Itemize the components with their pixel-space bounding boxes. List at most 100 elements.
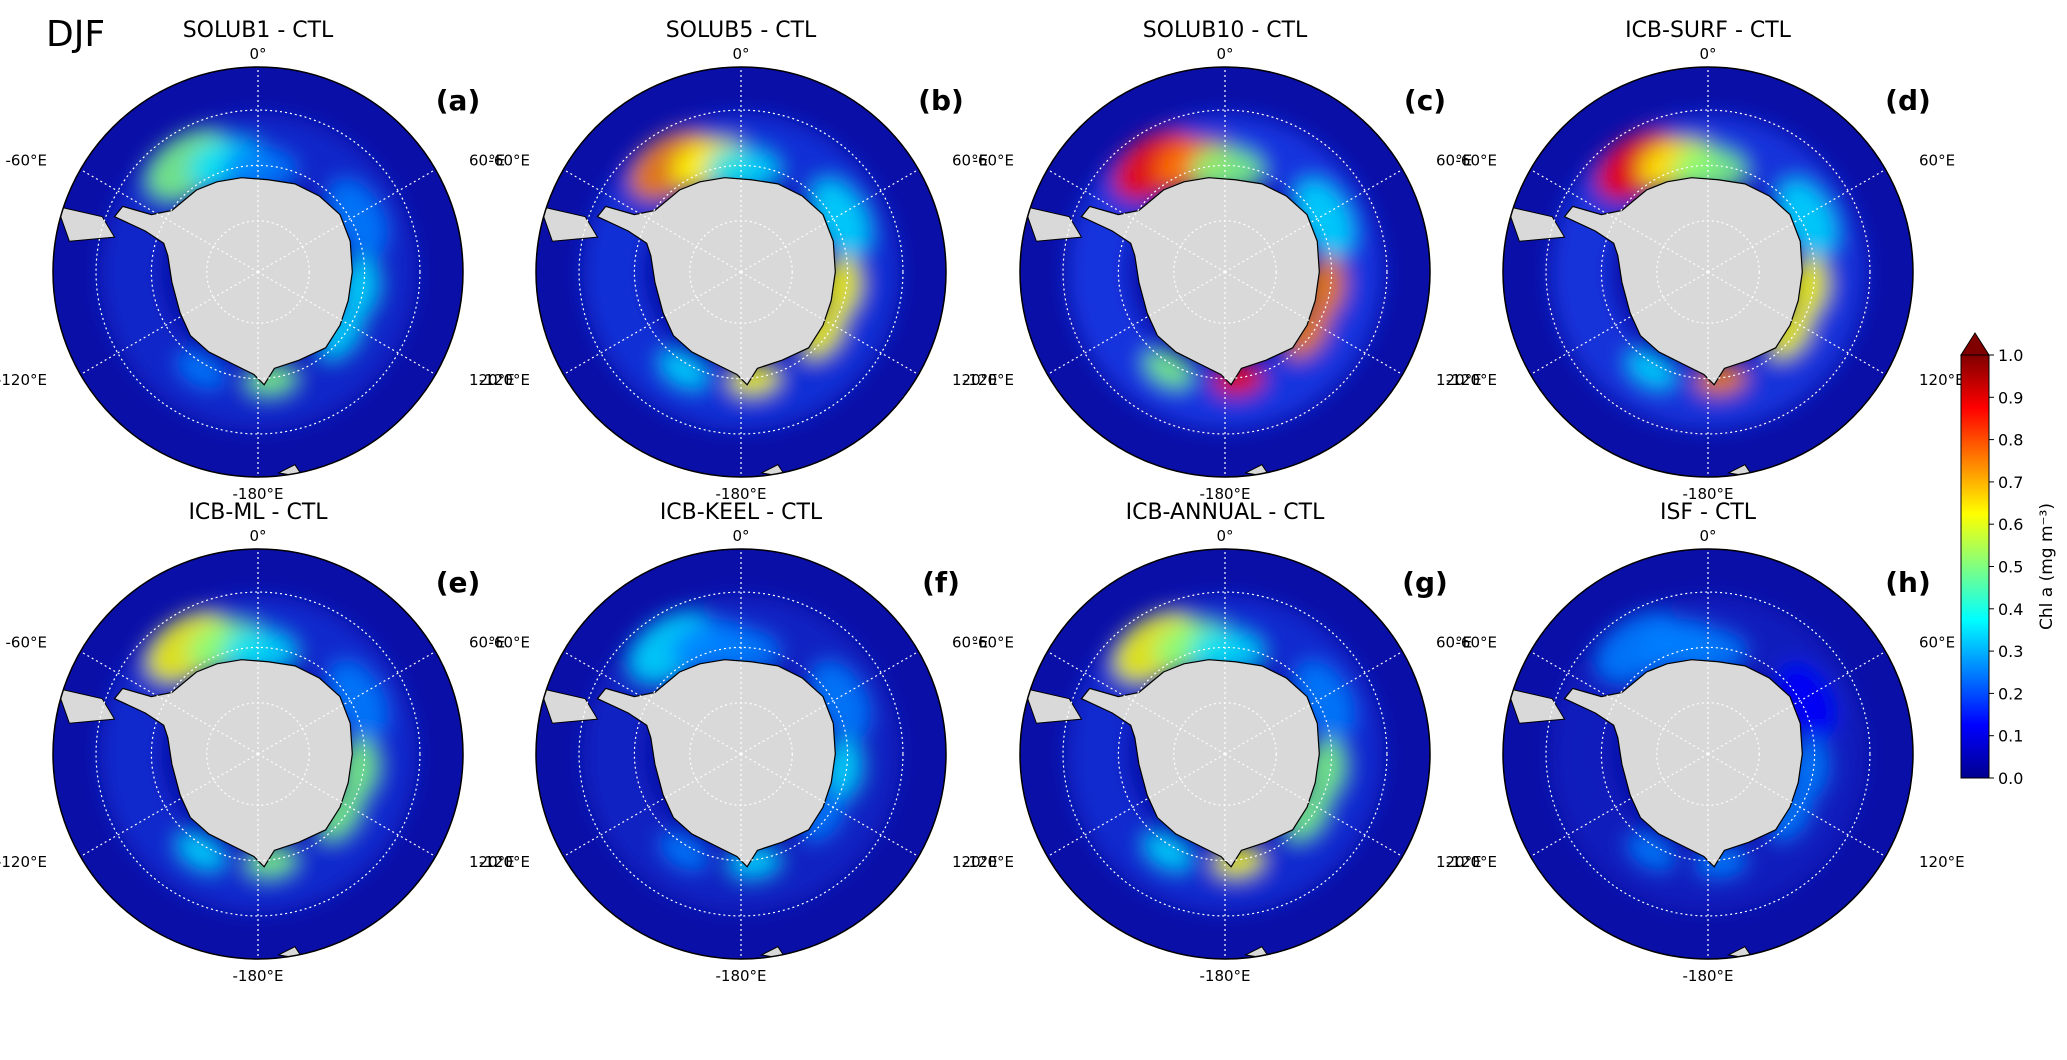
graticule xyxy=(1530,549,1886,959)
longitude-label: -120°E xyxy=(1446,853,1497,871)
panel-title: SOLUB5 - CTL xyxy=(666,18,817,43)
panel-label: (h) xyxy=(1885,566,1931,599)
map-boundary xyxy=(1502,66,1914,478)
longitude-label: 60°E xyxy=(952,151,988,169)
longitude-label: -120°E xyxy=(963,853,1014,871)
panel-label: (a) xyxy=(436,84,481,117)
season-label: DJF xyxy=(46,14,106,55)
longitude-label: 0° xyxy=(1699,45,1716,63)
south-america-land xyxy=(539,205,599,242)
colorbar-tick-label: 0.5 xyxy=(1998,558,2023,577)
longitude-label: -120°E xyxy=(479,853,530,871)
colorbar-tick-label: 0.9 xyxy=(1998,388,2023,407)
map-boundary xyxy=(52,66,464,478)
colorbar-tick-label: 0.0 xyxy=(1998,769,2023,788)
map-panel: ICB-KEEL - CTL (f) 0° -60°E 60°E -120°E 120°E -… xyxy=(479,500,998,985)
longitude-label: -180°E xyxy=(715,967,766,985)
map-panel: ICB-ML - CTL (e) 0° -60°E 60°E -120°E 120°E -18… xyxy=(0,500,515,985)
colorbar-tick-label: 1.0 xyxy=(1998,346,2023,365)
graticule xyxy=(1047,549,1403,959)
antarctica-landmass xyxy=(1080,659,1320,868)
south-america-land xyxy=(1023,205,1083,242)
map-panel: ICB-ANNUAL - CTL (g) 0° -60°E 60°E -120°E 120°… xyxy=(963,500,1482,985)
panel-label: (f) xyxy=(922,566,960,599)
longitude-label: -60°E xyxy=(973,633,1014,651)
longitude-label: -120°E xyxy=(0,371,47,389)
longitude-label: 60°E xyxy=(1436,633,1472,651)
antarctica-landmass xyxy=(596,177,836,386)
map-panel: ICB-SURF - CTL (d) 0° -60°E 60°E -120°E 120°E -… xyxy=(1446,18,1965,503)
map-boundary xyxy=(1502,548,1914,960)
panel-title: SOLUB1 - CTL xyxy=(183,18,334,43)
longitude-label: -180°E xyxy=(1199,485,1250,503)
map-panel: SOLUB1 - CTL (a) 0° -60°E 60°E -120°E 120°E -18… xyxy=(0,18,515,503)
panel-label: (g) xyxy=(1402,566,1448,599)
graticule xyxy=(80,549,436,959)
longitude-label: 0° xyxy=(249,45,266,63)
map-panel: ISF - CTL (h) 0° -60°E 60°E -120°E 120°E -180°E xyxy=(1446,500,1965,985)
longitude-label: 0° xyxy=(1216,45,1233,63)
panel-title: ICB-SURF - CTL xyxy=(1625,18,1792,43)
south-america-land xyxy=(1506,687,1566,724)
chlorophyll-field xyxy=(100,114,416,430)
map-panel: SOLUB5 - CTL (b) 0° -60°E 60°E -120°E 120°E -18… xyxy=(479,18,998,503)
longitude-label: -180°E xyxy=(232,967,283,985)
longitude-label: -180°E xyxy=(1682,485,1733,503)
colorbar-ramp xyxy=(1960,354,1990,779)
longitude-label: 120°E xyxy=(469,371,515,389)
longitude-label: -60°E xyxy=(6,151,47,169)
panel-title: ICB-ANNUAL - CTL xyxy=(1126,500,1325,525)
longitude-label: -120°E xyxy=(0,853,47,871)
antarctica-landmass xyxy=(596,659,836,868)
longitude-label: 120°E xyxy=(1436,371,1482,389)
colorbar-label: Chl a (mg m⁻³) xyxy=(2037,503,2057,630)
longitude-label: 0° xyxy=(732,45,749,63)
longitude-label: 120°E xyxy=(952,853,998,871)
colorbar: 1.0 0.9 0.8 0.7 0.6 0.5 0.4 0.3 0.2 0.1 0.0 Chl a (… xyxy=(1960,332,2057,788)
longitude-label: -180°E xyxy=(1682,967,1733,985)
panel-label: (c) xyxy=(1404,84,1446,117)
longitude-label: -60°E xyxy=(6,633,47,651)
antarctica-landmass xyxy=(1080,177,1320,386)
longitude-label: 120°E xyxy=(1436,853,1482,871)
longitude-label: 120°E xyxy=(952,371,998,389)
map-boundary xyxy=(1019,66,1431,478)
chlorophyll-field xyxy=(1067,114,1383,430)
longitude-label: -180°E xyxy=(232,485,283,503)
longitude-label: -60°E xyxy=(489,151,530,169)
longitude-label: 60°E xyxy=(1919,151,1955,169)
longitude-label: -180°E xyxy=(715,485,766,503)
graticule xyxy=(563,549,919,959)
longitude-label: 0° xyxy=(1699,527,1716,545)
colorbar-tick-label: 0.3 xyxy=(1998,642,2023,661)
longitude-label: -60°E xyxy=(1456,151,1497,169)
longitude-label: -180°E xyxy=(1199,967,1250,985)
map-boundary xyxy=(52,548,464,960)
longitude-label: 0° xyxy=(249,527,266,545)
colorbar-tick-label: 0.4 xyxy=(1998,600,2023,619)
colorbar-tick-label: 0.7 xyxy=(1998,473,2023,492)
chlorophyll-field xyxy=(1067,596,1383,912)
panel-label: (b) xyxy=(918,84,964,117)
longitude-label: 60°E xyxy=(952,633,988,651)
colorbar-extend-arrow xyxy=(1960,332,1990,356)
antarctica-landmass xyxy=(1563,659,1803,868)
longitude-label: -60°E xyxy=(973,151,1014,169)
panel-title: ICB-KEEL - CTL xyxy=(660,500,823,525)
graticule xyxy=(80,67,436,477)
longitude-label: -60°E xyxy=(1456,633,1497,651)
map-panel: SOLUB10 - CTL (c) 0° -60°E 60°E -120°E 120°E -1… xyxy=(963,18,1482,503)
longitude-label: 0° xyxy=(732,527,749,545)
south-america-land xyxy=(1023,687,1083,724)
colorbar-tick-label: 0.8 xyxy=(1998,431,2023,450)
antarctica-landmass xyxy=(113,659,353,868)
graticule xyxy=(1047,67,1403,477)
longitude-label: 0° xyxy=(1216,527,1233,545)
panel-label: (e) xyxy=(436,566,481,599)
colorbar-tick-label: 0.2 xyxy=(1998,684,2023,703)
longitude-label: 120°E xyxy=(469,853,515,871)
graticule xyxy=(563,67,919,477)
map-boundary xyxy=(535,548,947,960)
panel-label: (d) xyxy=(1885,84,1931,117)
